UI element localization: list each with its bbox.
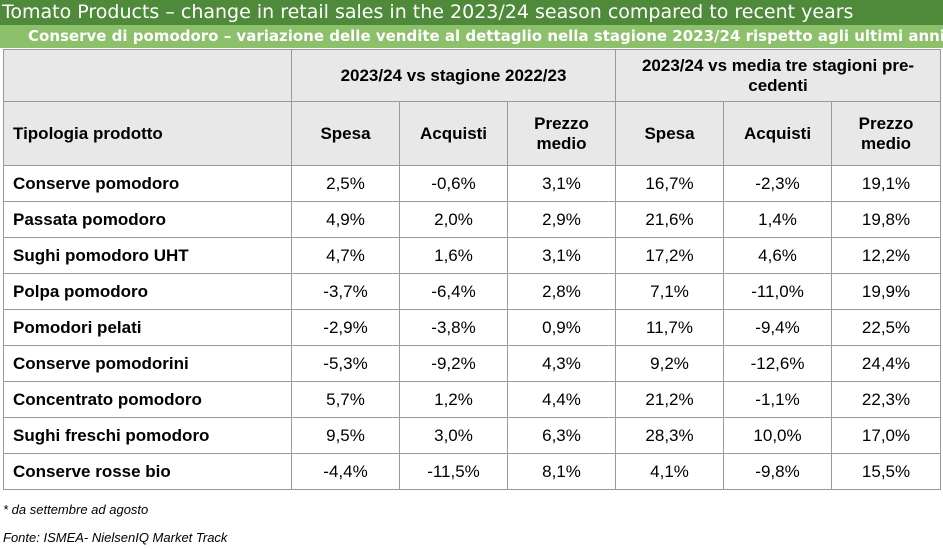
value-cell: 17,0% bbox=[831, 417, 942, 454]
value-cell: -6,4% bbox=[399, 273, 508, 310]
value-cell: 3,1% bbox=[506, 237, 617, 274]
value-cell: 15,5% bbox=[831, 453, 942, 490]
page-title: Tomato Products – change in retail sales… bbox=[0, 0, 943, 25]
table-body: Conserve pomodoro 2,5% -0,6% 3,1% 16,7% -2,3%… bbox=[3, 165, 942, 490]
column-header-prezzo-medio: Prezzo medio bbox=[506, 101, 617, 166]
sales-table: 2023/24 vs stagione 2022/23 2023/24 vs m… bbox=[3, 49, 942, 490]
value-cell: -1,1% bbox=[723, 381, 833, 418]
value-cell: 11,7% bbox=[615, 309, 725, 346]
product-name-cell: Sughi pomodoro UHT bbox=[3, 237, 292, 274]
group-header-vs-average: 2023/24 vs media tre stagioni pre-cedent… bbox=[615, 49, 942, 102]
value-cell: -9,2% bbox=[399, 345, 508, 382]
value-cell: 9,5% bbox=[291, 417, 400, 454]
product-name-cell: Conserve pomodorini bbox=[3, 345, 292, 382]
value-cell: 17,2% bbox=[615, 237, 725, 274]
value-cell: 4,6% bbox=[723, 237, 833, 274]
value-cell: 8,1% bbox=[506, 453, 617, 490]
value-cell: 7,1% bbox=[615, 273, 725, 310]
value-cell: -12,6% bbox=[723, 345, 833, 382]
value-cell: -3,8% bbox=[399, 309, 508, 346]
product-name-cell: Passata pomodoro bbox=[3, 201, 292, 238]
column-header-acquisti: Acquisti bbox=[723, 101, 833, 166]
product-name-cell: Sughi freschi pomodoro bbox=[3, 417, 292, 454]
value-cell: -11,0% bbox=[723, 273, 833, 310]
value-cell: 4,7% bbox=[291, 237, 400, 274]
value-cell: 4,4% bbox=[506, 381, 617, 418]
group-header-empty bbox=[3, 49, 292, 102]
column-header-spesa: Spesa bbox=[615, 101, 725, 166]
page-subtitle: Conserve di pomodoro – variazione delle … bbox=[0, 25, 943, 48]
value-cell: -9,8% bbox=[723, 453, 833, 490]
value-cell: 6,3% bbox=[506, 417, 617, 454]
value-cell: 4,3% bbox=[506, 345, 617, 382]
value-cell: 1,2% bbox=[399, 381, 508, 418]
product-name-cell: Pomodori pelati bbox=[3, 309, 292, 346]
value-cell: -11,5% bbox=[399, 453, 508, 490]
group-header-row: 2023/24 vs stagione 2022/23 2023/24 vs m… bbox=[3, 49, 942, 102]
value-cell: 16,7% bbox=[615, 165, 725, 202]
value-cell: 22,3% bbox=[831, 381, 942, 418]
value-cell: -0,6% bbox=[399, 165, 508, 202]
table-row: Pomodori pelati -2,9% -3,8% 0,9% 11,7% -9,4% 2… bbox=[3, 309, 942, 346]
value-cell: 21,2% bbox=[615, 381, 725, 418]
value-cell: 19,1% bbox=[831, 165, 942, 202]
product-name-cell: Conserve pomodoro bbox=[3, 165, 292, 202]
table-row: Conserve rosse bio -4,4% -11,5% 8,1% 4,1% -9,… bbox=[3, 453, 942, 490]
value-cell: 12,2% bbox=[831, 237, 942, 274]
value-cell: 22,5% bbox=[831, 309, 942, 346]
table-row: Concentrato pomodoro 5,7% 1,2% 4,4% 21,2% -1,… bbox=[3, 381, 942, 418]
value-cell: 2,5% bbox=[291, 165, 400, 202]
column-header-prezzo-medio: Prezzo medio bbox=[831, 101, 942, 166]
value-cell: -2,9% bbox=[291, 309, 400, 346]
value-cell: 24,4% bbox=[831, 345, 942, 382]
product-name-cell: Conserve rosse bio bbox=[3, 453, 292, 490]
value-cell: 0,9% bbox=[506, 309, 617, 346]
value-cell: 4,1% bbox=[615, 453, 725, 490]
value-cell: 9,2% bbox=[615, 345, 725, 382]
table-row: Conserve pomodoro 2,5% -0,6% 3,1% 16,7% -2,3%… bbox=[3, 165, 942, 202]
column-header-spesa: Spesa bbox=[291, 101, 400, 166]
group-header-vs-previous: 2023/24 vs stagione 2022/23 bbox=[290, 49, 617, 102]
value-cell: 4,9% bbox=[291, 201, 400, 238]
product-name-cell: Polpa pomodoro bbox=[3, 273, 292, 310]
table-row: Sughi pomodoro UHT 4,7% 1,6% 3,1% 17,2% 4,6% 1… bbox=[3, 237, 942, 274]
table-row: Polpa pomodoro -3,7% -6,4% 2,8% 7,1% -11,0% 19… bbox=[3, 273, 942, 310]
value-cell: 21,6% bbox=[615, 201, 725, 238]
product-name-cell: Concentrato pomodoro bbox=[3, 381, 292, 418]
value-cell: 28,3% bbox=[615, 417, 725, 454]
footnote: * da settembre ad agosto bbox=[3, 502, 149, 517]
value-cell: -2,3% bbox=[723, 165, 833, 202]
value-cell: 19,9% bbox=[831, 273, 942, 310]
value-cell: -3,7% bbox=[291, 273, 400, 310]
value-cell: 2,0% bbox=[399, 201, 508, 238]
value-cell: -9,4% bbox=[723, 309, 833, 346]
value-cell: 19,8% bbox=[831, 201, 942, 238]
value-cell: 1,4% bbox=[723, 201, 833, 238]
value-cell: 5,7% bbox=[291, 381, 400, 418]
table-row: Conserve pomodorini -5,3% -9,2% 4,3% 9,2% -12… bbox=[3, 345, 942, 382]
table-row: Passata pomodoro 4,9% 2,0% 2,9% 21,6% 1,4% 19,… bbox=[3, 201, 942, 238]
value-cell: 3,0% bbox=[399, 417, 508, 454]
column-header-row: Tipologia prodotto Spesa Acquisti Prezzo… bbox=[3, 101, 942, 166]
value-cell: -5,3% bbox=[291, 345, 400, 382]
value-cell: -4,4% bbox=[291, 453, 400, 490]
value-cell: 1,6% bbox=[399, 237, 508, 274]
value-cell: 2,8% bbox=[506, 273, 617, 310]
column-header-product: Tipologia prodotto bbox=[3, 101, 292, 166]
source-note: Fonte: ISMEA- NielsenIQ Market Track bbox=[3, 530, 228, 545]
value-cell: 3,1% bbox=[506, 165, 617, 202]
table-row: Sughi freschi pomodoro 9,5% 3,0% 6,3% 28,3% 1… bbox=[3, 417, 942, 454]
column-header-acquisti: Acquisti bbox=[399, 101, 508, 166]
value-cell: 10,0% bbox=[723, 417, 833, 454]
value-cell: 2,9% bbox=[506, 201, 617, 238]
